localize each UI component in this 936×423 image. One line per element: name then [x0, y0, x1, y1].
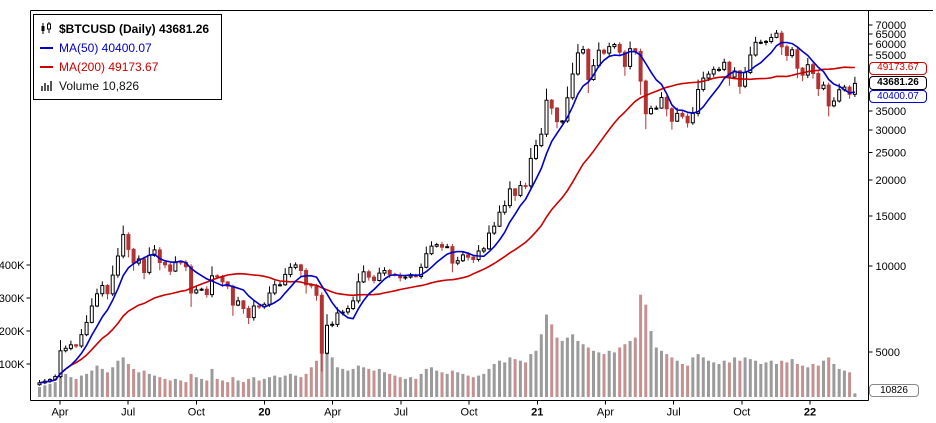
legend-symbol-row: $BTCUSD (Daily) 43681.26: [40, 19, 209, 38]
svg-text:22: 22: [804, 407, 816, 419]
ma200-line-swatch: [40, 65, 53, 68]
svg-text:400K: 400K: [0, 260, 25, 272]
last-price-badge: 43681.26: [869, 76, 927, 91]
svg-text:Apr: Apr: [597, 407, 614, 419]
volume-icon: [41, 81, 52, 91]
svg-text:65000: 65000: [876, 29, 907, 41]
legend-ma200-label: MA(200) 49173.67: [59, 59, 159, 74]
legend-volume-label: Volume 10,826: [59, 78, 140, 93]
svg-text:55000: 55000: [876, 50, 907, 62]
volume-axis-labels: 400K 300K 200K 100K: [0, 260, 31, 371]
svg-text:200K: 200K: [0, 326, 25, 338]
candlesticks: [37, 30, 857, 386]
ma50-price-badge: 40400.07: [869, 90, 927, 104]
ma50-line: [39, 41, 856, 384]
volume-bars: [38, 294, 857, 398]
legend-ma50-label: MA(50) 40400.07: [59, 40, 152, 55]
svg-text:Jul: Jul: [121, 407, 135, 419]
legend-symbol-label: $BTCUSD (Daily) 43681.26: [59, 21, 210, 36]
legend-ma200-row: MA(200) 49173.67: [40, 57, 209, 76]
chart-frame: [30, 10, 933, 401]
last-volume-badge: 10826: [869, 384, 919, 397]
svg-text:100K: 100K: [0, 359, 25, 371]
svg-text:20: 20: [258, 407, 270, 419]
svg-text:Oct: Oct: [733, 407, 750, 419]
svg-text:10000: 10000: [876, 261, 907, 273]
svg-text:5000: 5000: [876, 347, 900, 359]
svg-text:25000: 25000: [876, 148, 907, 160]
svg-text:35000: 35000: [876, 106, 907, 118]
svg-text:21: 21: [531, 407, 543, 419]
svg-text:Apr: Apr: [324, 407, 341, 419]
svg-text:20000: 20000: [876, 175, 907, 187]
svg-text:Oct: Oct: [188, 407, 205, 419]
svg-text:Apr: Apr: [51, 407, 68, 419]
ma200-price-badge: 49173.67: [869, 61, 927, 75]
svg-text:60000: 60000: [876, 39, 907, 51]
ma50-line-swatch: [40, 46, 53, 49]
svg-text:Jul: Jul: [667, 407, 681, 419]
legend-ma50-row: MA(50) 40400.07: [40, 38, 209, 57]
svg-text:Jul: Jul: [394, 407, 408, 419]
svg-text:70000: 70000: [876, 20, 907, 32]
legend-volume-row: Volume 10,826: [40, 76, 209, 95]
chart-legend: $BTCUSD (Daily) 43681.26 MA(50) 40400.07…: [33, 14, 223, 100]
svg-text:30000: 30000: [876, 125, 907, 137]
candlestick-icon: [41, 22, 51, 34]
svg-text:300K: 300K: [0, 293, 25, 305]
svg-text:Oct: Oct: [461, 407, 478, 419]
ma200-line: [39, 66, 855, 384]
time-axis-labels: Apr Jul Oct 20 Apr Jul Oct 21 Apr Jul Oct 22: [51, 400, 816, 419]
svg-text:15000: 15000: [876, 211, 907, 223]
